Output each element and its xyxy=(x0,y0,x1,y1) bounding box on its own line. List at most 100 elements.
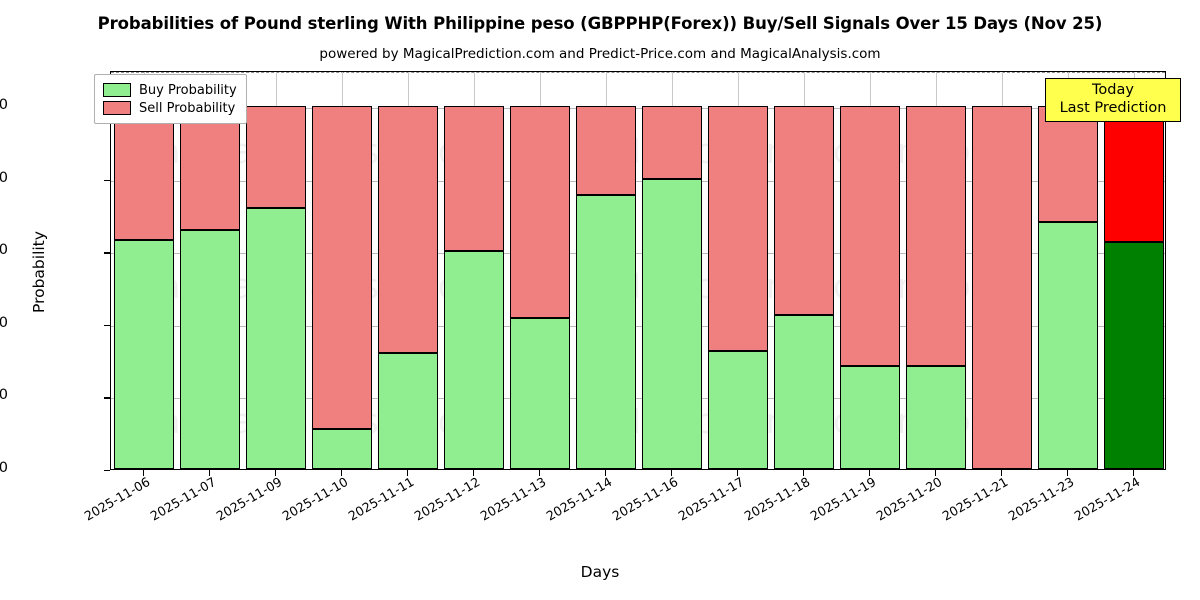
bar-group[interactable] xyxy=(510,70,570,469)
x-axis-tick-mark xyxy=(935,470,937,476)
bar-segment-buy[interactable] xyxy=(642,178,702,469)
bar-segment-buy[interactable] xyxy=(246,207,306,469)
x-axis-tick-mark xyxy=(737,470,739,476)
x-axis-tick-mark xyxy=(1133,470,1135,476)
bar-group[interactable] xyxy=(444,70,504,469)
y-axis-tick-label: 20 xyxy=(0,387,8,404)
bar-segment-buy[interactable] xyxy=(708,351,768,469)
bar-series-container xyxy=(111,72,1165,469)
bar-segment-sell[interactable] xyxy=(576,106,636,196)
bar-segment-sell[interactable] xyxy=(444,106,504,252)
bar-segment-sell[interactable] xyxy=(312,106,372,430)
gridline-horizontal xyxy=(111,108,1165,110)
x-axis-tick-label: 2025-11-17 xyxy=(675,474,747,524)
x-axis-tick-mark xyxy=(473,470,475,476)
bar-segment-sell[interactable] xyxy=(642,106,702,179)
bar-group[interactable] xyxy=(378,70,438,469)
bar-segment-buy[interactable] xyxy=(180,229,240,469)
legend-label-buy: Buy Probability xyxy=(139,82,237,98)
bar-segment-sell[interactable] xyxy=(840,106,900,366)
bar-group[interactable] xyxy=(774,70,834,469)
bar-group[interactable] xyxy=(180,70,240,469)
gridline-horizontal xyxy=(111,325,1165,327)
bar-segment-sell[interactable] xyxy=(1104,106,1164,243)
bar-segment-buy[interactable] xyxy=(114,240,174,469)
bar-group[interactable] xyxy=(906,70,966,469)
y-axis-label: Probability xyxy=(30,230,48,313)
x-axis-tick-mark xyxy=(1067,470,1069,476)
y-axis-tick-mark xyxy=(104,324,110,327)
x-axis-tick-label: 2025-11-11 xyxy=(345,474,417,524)
x-axis-tick-mark xyxy=(803,470,805,476)
x-axis-tick-mark xyxy=(341,470,343,476)
x-axis-tick-label: 2025-11-23 xyxy=(1005,474,1077,524)
x-axis-tick-mark xyxy=(605,470,607,476)
bar-segment-sell[interactable] xyxy=(972,106,1032,469)
bar-segment-buy[interactable] xyxy=(312,429,372,469)
x-axis-tick-mark xyxy=(1001,470,1003,476)
x-axis-tick-mark xyxy=(275,470,277,476)
chart-subtitle: powered by MagicalPrediction.com and Pre… xyxy=(319,46,881,62)
bar-segment-sell[interactable] xyxy=(708,106,768,352)
bar-segment-buy[interactable] xyxy=(444,251,504,469)
bar-segment-buy[interactable] xyxy=(774,314,834,469)
x-axis-tick-label: 2025-11-24 xyxy=(1071,474,1143,524)
bar-group[interactable] xyxy=(972,70,1032,469)
x-axis-tick-mark xyxy=(209,470,211,476)
bar-group[interactable] xyxy=(312,70,372,469)
bar-segment-buy[interactable] xyxy=(378,352,438,469)
bar-segment-sell[interactable] xyxy=(246,106,306,208)
bar-segment-buy[interactable] xyxy=(1038,222,1098,469)
x-axis-tick-mark xyxy=(407,470,409,476)
gridline-horizontal xyxy=(111,253,1165,255)
bar-segment-sell[interactable] xyxy=(114,106,174,241)
bar-segment-sell[interactable] xyxy=(510,106,570,319)
bar-segment-buy[interactable] xyxy=(510,318,570,469)
x-axis-label: Days xyxy=(580,563,620,581)
y-axis-tick-label: 80 xyxy=(0,169,8,186)
last-prediction-label: Last Prediction xyxy=(1059,99,1167,116)
y-axis-tick-mark xyxy=(104,252,110,254)
bar-segment-buy[interactable] xyxy=(1104,242,1164,469)
x-axis-tick-mark xyxy=(671,470,673,476)
bar-group[interactable] xyxy=(708,70,768,469)
x-axis-tick-label: 2025-11-13 xyxy=(477,474,549,524)
y-axis-tick-mark xyxy=(104,179,110,181)
y-axis-tick-label: 100 xyxy=(0,97,8,114)
bar-group[interactable] xyxy=(642,70,702,469)
bar-group[interactable] xyxy=(246,70,306,469)
y-axis-tick-label: 60 xyxy=(0,242,8,259)
bar-segment-sell[interactable] xyxy=(906,106,966,366)
y-axis-tick-mark xyxy=(104,397,110,399)
plot-area: MagicalAnalysis.comMagicalPrediction.com… xyxy=(110,71,1166,470)
bar-segment-sell[interactable] xyxy=(774,106,834,315)
bar-group[interactable] xyxy=(114,70,174,469)
x-axis-tick-label: 2025-11-12 xyxy=(411,474,483,524)
bar-group[interactable] xyxy=(1038,70,1098,469)
bar-segment-sell[interactable] xyxy=(1038,106,1098,223)
bar-segment-buy[interactable] xyxy=(576,195,636,469)
bar-segment-buy[interactable] xyxy=(906,365,966,469)
x-axis-tick-label: 2025-11-19 xyxy=(807,474,879,524)
chart-title: Probabilities of Pound sterling With Phi… xyxy=(97,14,1103,33)
x-axis-tick-mark xyxy=(539,470,541,476)
x-axis-tick-label: 2025-11-14 xyxy=(543,474,615,524)
legend-swatch-sell xyxy=(103,101,131,115)
legend-swatch-buy xyxy=(103,83,131,97)
today-annotation: Today Last Prediction xyxy=(1045,78,1181,123)
bar-group[interactable] xyxy=(576,70,636,469)
bar-group[interactable] xyxy=(840,70,900,469)
reference-line xyxy=(111,72,1165,73)
gridline-horizontal xyxy=(111,180,1165,182)
bar-group[interactable] xyxy=(1104,70,1164,469)
bar-segment-buy[interactable] xyxy=(840,365,900,469)
x-axis-tick-label: 2025-11-06 xyxy=(81,474,153,524)
x-axis-tick-mark xyxy=(869,470,871,476)
x-axis-tick-label: 2025-11-16 xyxy=(609,474,681,524)
y-axis-tick-label: 0 xyxy=(0,460,8,476)
legend-item-sell: Sell Probability xyxy=(103,99,237,117)
bar-segment-sell[interactable] xyxy=(378,106,438,353)
bar-segment-sell[interactable] xyxy=(180,106,240,230)
x-axis-tick-label: 2025-11-09 xyxy=(213,474,285,524)
